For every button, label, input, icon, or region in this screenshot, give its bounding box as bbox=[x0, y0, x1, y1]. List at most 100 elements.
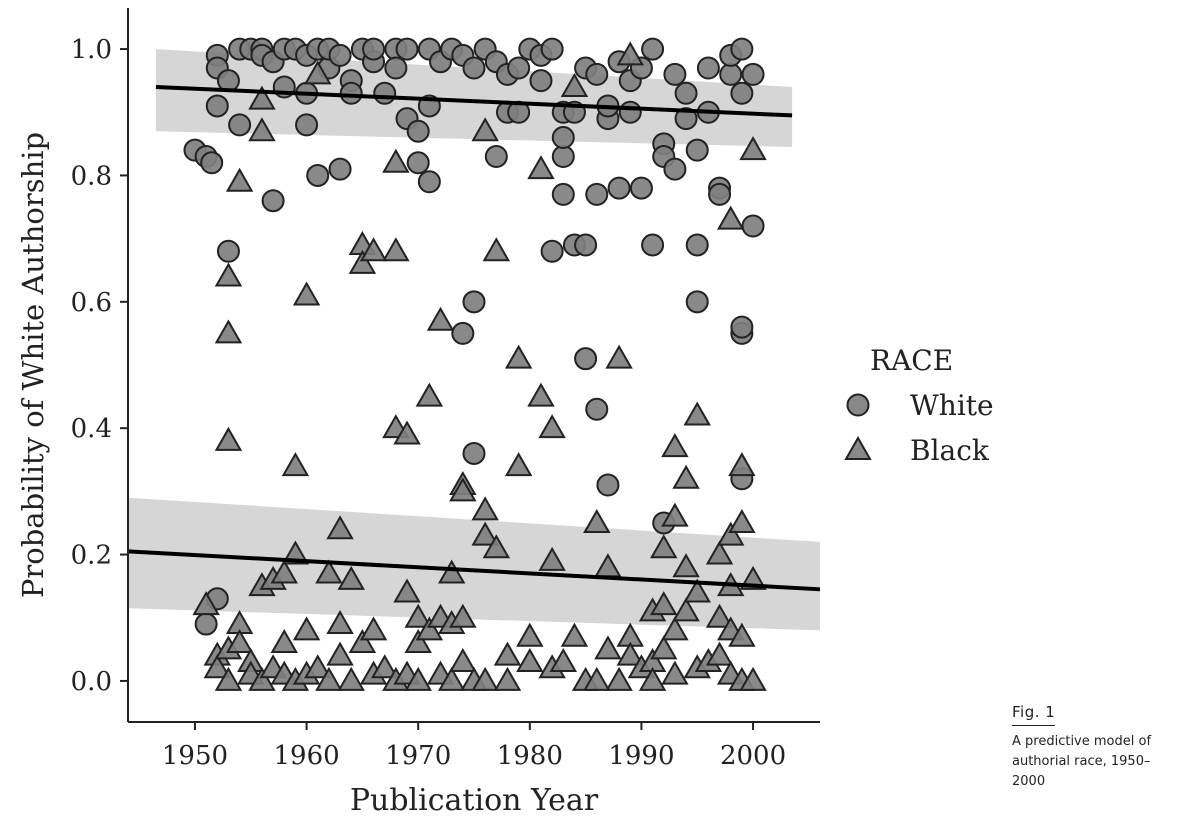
point-black bbox=[471, 666, 499, 691]
point-black bbox=[728, 622, 756, 647]
point-white bbox=[618, 100, 642, 124]
point-white bbox=[339, 81, 363, 105]
trend-line-0 bbox=[155, 84, 793, 118]
point-black bbox=[382, 148, 410, 173]
scatter-points bbox=[183, 37, 767, 691]
point-black bbox=[415, 616, 444, 641]
y-tick-label: 0.8 bbox=[71, 161, 112, 191]
point-black bbox=[270, 629, 298, 654]
point-black bbox=[203, 654, 232, 679]
point-black bbox=[560, 72, 589, 97]
point-white bbox=[663, 62, 687, 86]
point-white bbox=[607, 176, 631, 200]
point-black bbox=[315, 666, 343, 691]
point-white bbox=[462, 56, 486, 80]
point-black bbox=[214, 426, 243, 451]
point-white bbox=[741, 62, 765, 86]
point-black bbox=[683, 578, 711, 603]
point-black bbox=[716, 521, 745, 546]
point-black bbox=[739, 136, 767, 161]
point-black bbox=[315, 559, 343, 584]
point-white bbox=[629, 176, 653, 200]
point-white bbox=[216, 239, 240, 263]
point-white bbox=[462, 441, 486, 465]
point-black bbox=[359, 237, 388, 262]
point-black bbox=[437, 559, 466, 584]
trend-line-1 bbox=[127, 549, 821, 592]
x-tick-label: 1950 bbox=[162, 741, 228, 771]
x-tick-label: 1960 bbox=[273, 741, 339, 771]
x-tick-label: 1970 bbox=[385, 741, 451, 771]
point-black bbox=[348, 629, 377, 654]
point-white bbox=[685, 233, 709, 257]
point-black bbox=[583, 666, 611, 691]
point-black bbox=[326, 515, 354, 540]
point-white bbox=[730, 37, 754, 61]
point-black bbox=[326, 610, 354, 635]
point-black bbox=[560, 622, 589, 647]
figure-label: Fig. 1 bbox=[1012, 703, 1056, 726]
legend: RACE White Black bbox=[844, 344, 994, 467]
point-black bbox=[404, 666, 432, 691]
axes: 0.0 0.2 0.4 0.6 0.8 1.0 1950 1960 1970 1980 1990 20… bbox=[16, 8, 820, 818]
figure-caption: Fig. 1 A predictive model of authorial r… bbox=[1012, 702, 1192, 792]
point-black bbox=[638, 666, 667, 691]
point-white bbox=[261, 189, 285, 213]
y-tick-label: 1.0 bbox=[71, 35, 112, 65]
point-white bbox=[362, 37, 386, 61]
point-black bbox=[393, 420, 421, 445]
point-black bbox=[661, 616, 689, 641]
legend-white-marker bbox=[846, 393, 870, 417]
legend-black-marker bbox=[844, 435, 872, 460]
y-tick-label: 0.2 bbox=[71, 541, 112, 571]
point-black bbox=[616, 41, 644, 66]
figure-caption-text: A predictive model of authorial race, 19… bbox=[1012, 734, 1152, 789]
point-black bbox=[449, 477, 477, 502]
point-black bbox=[650, 635, 678, 660]
point-black bbox=[516, 622, 544, 647]
point-black bbox=[471, 521, 499, 546]
legend-white-label: White bbox=[910, 389, 994, 422]
point-black bbox=[248, 117, 276, 142]
point-white bbox=[685, 138, 709, 162]
point-black bbox=[281, 452, 310, 477]
point-black bbox=[437, 666, 466, 691]
point-white bbox=[406, 119, 430, 143]
point-white bbox=[205, 94, 229, 118]
point-white bbox=[696, 56, 720, 80]
point-black bbox=[214, 262, 243, 287]
point-white bbox=[730, 81, 754, 105]
x-tick-label: 1990 bbox=[608, 741, 674, 771]
point-white bbox=[551, 126, 575, 150]
point-white bbox=[328, 157, 352, 181]
point-white bbox=[585, 182, 609, 206]
x-axis-label: Publication Year bbox=[350, 783, 599, 818]
trend-lines bbox=[127, 84, 821, 592]
point-white bbox=[585, 62, 609, 86]
point-black bbox=[527, 155, 555, 180]
point-white bbox=[384, 56, 408, 80]
point-white bbox=[295, 113, 319, 137]
point-black bbox=[661, 502, 689, 527]
point-black bbox=[192, 591, 220, 616]
point-black bbox=[705, 540, 734, 565]
point-black bbox=[728, 508, 756, 533]
point-black bbox=[650, 534, 678, 559]
point-black bbox=[415, 382, 444, 407]
point-black bbox=[683, 401, 711, 426]
point-black bbox=[527, 382, 555, 407]
scatter-chart: 0.0 0.2 0.4 0.6 0.8 1.0 1950 1960 1970 1980 1990 20… bbox=[16, 8, 994, 818]
point-white bbox=[395, 37, 419, 61]
point-white bbox=[417, 170, 441, 194]
point-black bbox=[672, 597, 700, 622]
point-white bbox=[540, 239, 564, 263]
point-black bbox=[605, 344, 633, 369]
point-black bbox=[583, 508, 611, 533]
point-black bbox=[449, 603, 477, 628]
point-black bbox=[728, 452, 756, 477]
point-black bbox=[404, 603, 432, 628]
point-black bbox=[393, 578, 421, 603]
point-black bbox=[538, 546, 566, 571]
point-black bbox=[449, 647, 477, 672]
confidence-band-1 bbox=[128, 497, 820, 631]
